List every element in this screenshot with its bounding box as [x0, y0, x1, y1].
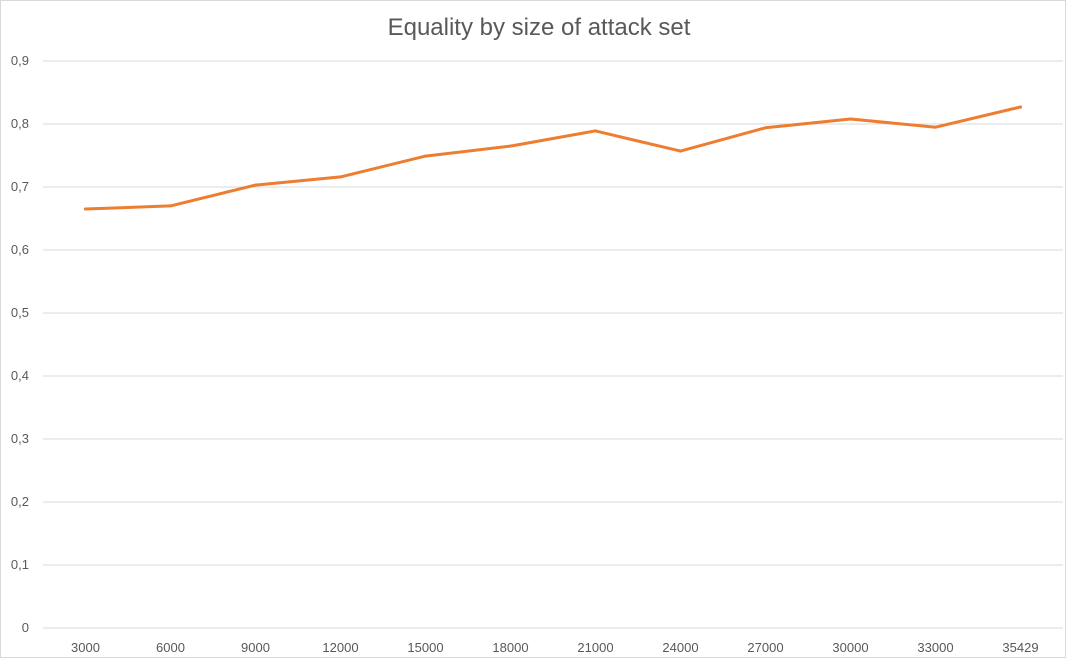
data-point: [339, 175, 342, 179]
y-tick-label: 0,1: [11, 557, 29, 572]
data-point: [1019, 105, 1022, 109]
series-line: [84, 105, 1022, 211]
x-tick-label: 33000: [917, 640, 953, 655]
data-point: [509, 144, 512, 148]
y-tick-label: 0,6: [11, 242, 29, 257]
x-tick-label: 12000: [322, 640, 358, 655]
y-tick-label: 0,3: [11, 431, 29, 446]
data-point: [254, 183, 257, 187]
y-tick-label: 0,4: [11, 368, 29, 383]
data-point: [679, 149, 682, 153]
y-axis-ticks: 0 0,1 0,2 0,3 0,4 0,5 0,6 0,7 0,8 0,9: [11, 53, 29, 635]
y-tick-label: 0,5: [11, 305, 29, 320]
y-tick-label: 0,7: [11, 179, 29, 194]
chart-title: Equality by size of attack set: [388, 14, 691, 41]
data-point: [84, 207, 87, 211]
gridlines: [43, 60, 1063, 629]
y-tick-label: 0,8: [11, 116, 29, 131]
data-point: [934, 125, 937, 129]
data-point: [594, 129, 597, 133]
data-point: [424, 154, 427, 158]
x-tick-label: 30000: [832, 640, 868, 655]
x-tick-label: 18000: [492, 640, 528, 655]
x-tick-label: 6000: [156, 640, 185, 655]
x-tick-label: 3000: [71, 640, 100, 655]
y-tick-label: 0: [22, 620, 29, 635]
x-tick-label: 35429: [1002, 640, 1038, 655]
x-tick-label: 27000: [747, 640, 783, 655]
data-point: [169, 204, 172, 208]
x-axis-ticks: 3000 6000 9000 12000 15000 18000 21000 24000 270…: [71, 640, 1039, 655]
data-point: [849, 117, 852, 121]
y-tick-label: 0,2: [11, 494, 29, 509]
series-layer: [84, 105, 1022, 211]
x-tick-label: 15000: [407, 640, 443, 655]
y-tick-label: 0,9: [11, 53, 29, 68]
data-point: [764, 126, 767, 130]
x-tick-label: 24000: [662, 640, 698, 655]
x-tick-label: 21000: [577, 640, 613, 655]
x-tick-label: 9000: [241, 640, 270, 655]
